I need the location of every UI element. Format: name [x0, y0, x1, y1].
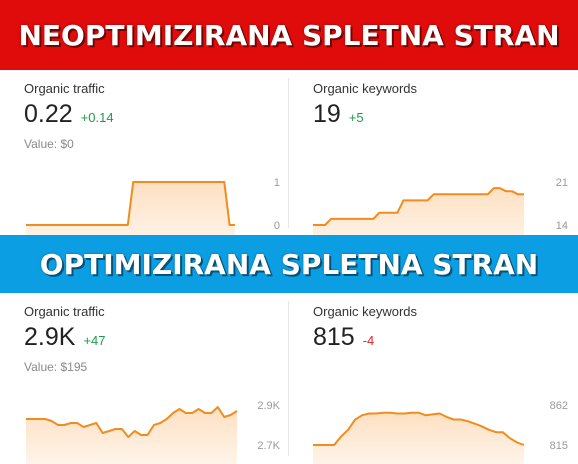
series-line — [26, 181, 235, 226]
y-tick-label: 2.7K — [257, 440, 280, 452]
keywords-title: Organic keywords — [313, 304, 418, 319]
keywords-delta: +5 — [348, 110, 364, 125]
keywords-title: Organic keywords — [313, 81, 418, 96]
series-line — [26, 406, 238, 438]
y-tick-label: 1 — [274, 177, 280, 189]
column-divider — [288, 301, 289, 456]
traffic-chart: 10 — [26, 177, 280, 235]
y-tick-label: 2.9K — [257, 400, 280, 412]
series-line — [313, 411, 525, 446]
traffic-value: 2.9K — [24, 323, 76, 351]
column-divider — [288, 78, 289, 228]
keywords-delta: -4 — [362, 333, 375, 348]
traffic-title: Organic traffic — [24, 81, 105, 96]
traffic-metric: 2.9K +47 — [24, 323, 106, 352]
optimized-traffic-card: Organic traffic 2.9K +47 Value: $195 2.9… — [0, 293, 288, 464]
series-area — [313, 412, 524, 464]
traffic-value: 0.22 — [24, 100, 73, 128]
keywords-metric: 19 +5 — [313, 100, 364, 129]
y-tick-label: 862 — [550, 400, 568, 412]
unoptimized-keywords-card: Organic keywords 19 +5 21 14 — [288, 70, 578, 235]
y-tick-label: 0 — [274, 220, 280, 232]
optimized-keywords-card: Organic keywords 815 -4 862 815 — [288, 293, 578, 464]
traffic-delta: +47 — [83, 333, 106, 348]
keywords-value: 19 — [313, 100, 341, 128]
traffic-delta: +0.14 — [80, 110, 114, 125]
traffic-value-label: Value: $195 — [24, 360, 88, 374]
series-line — [313, 187, 524, 226]
unoptimized-banner-text: NEOPTIMIZIRANA SPLETNA STRAN — [18, 18, 560, 52]
optimized-banner: OPTIMIZIRANA SPLETNA STRAN — [0, 235, 578, 293]
traffic-metric: 0.22 +0.14 — [24, 100, 114, 129]
keywords-metric: 815 -4 — [313, 323, 374, 352]
y-tick-label: 14 — [556, 220, 568, 232]
keywords-value: 815 — [313, 323, 355, 351]
y-tick-label: 21 — [556, 177, 568, 189]
traffic-title: Organic traffic — [24, 304, 105, 319]
y-tick-label: 815 — [550, 440, 568, 452]
series-area — [313, 188, 524, 235]
traffic-value-label: Value: $0 — [24, 137, 74, 151]
unoptimized-banner: NEOPTIMIZIRANA SPLETNA STRAN — [0, 0, 578, 70]
keywords-chart: 862 815 — [313, 400, 568, 464]
series-area — [26, 407, 237, 464]
optimized-banner-text: OPTIMIZIRANA SPLETNA STRAN — [39, 247, 539, 281]
traffic-chart: 2.9K 2.7K — [26, 400, 281, 464]
keywords-chart: 21 14 — [313, 177, 568, 235]
